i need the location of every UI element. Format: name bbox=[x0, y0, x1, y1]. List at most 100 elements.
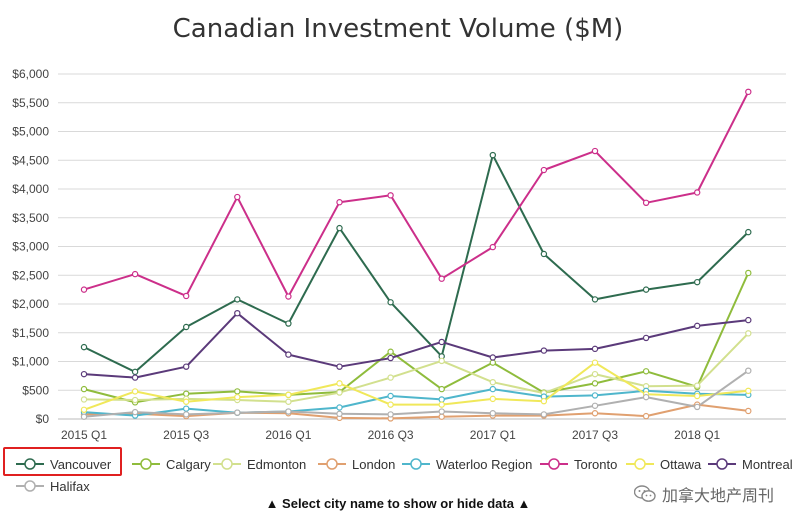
data-point-montreal bbox=[438, 338, 445, 346]
data-point-edmonton bbox=[80, 396, 88, 403]
data-point-halifax bbox=[234, 409, 241, 416]
data-point-halifax bbox=[438, 408, 445, 415]
series-line-vancouver bbox=[83, 154, 749, 373]
data-point-montreal bbox=[80, 370, 88, 378]
series-line-calgary bbox=[83, 272, 750, 404]
data-point-vancouver bbox=[336, 224, 343, 232]
wechat-icon bbox=[633, 485, 656, 503]
legend-hint: ▲ Select city name to show or hide data … bbox=[265, 496, 531, 511]
x-tick-label: 2017 Q1 bbox=[470, 428, 516, 442]
x-tick-label: 2018 Q1 bbox=[674, 428, 720, 442]
y-tick-label: $3,500 bbox=[12, 211, 49, 225]
data-point-toronto bbox=[489, 243, 496, 251]
data-point-montreal bbox=[336, 363, 343, 370]
data-point-edmonton bbox=[131, 396, 139, 404]
legend-marker-icon bbox=[132, 458, 160, 470]
data-point-vancouver bbox=[489, 151, 496, 159]
legend-item-ottawa[interactable]: Ottawa bbox=[626, 454, 701, 474]
data-point-vancouver bbox=[131, 368, 139, 376]
legend-item-montreal[interactable]: Montreal bbox=[708, 454, 793, 474]
legend-item-london[interactable]: London bbox=[318, 454, 395, 474]
legend-marker-icon bbox=[626, 458, 654, 470]
data-point-halifax bbox=[80, 413, 88, 420]
y-tick-label: $5,500 bbox=[12, 96, 49, 110]
watermark: 加拿大地产周刊 bbox=[633, 482, 774, 506]
data-point-ottawa bbox=[234, 393, 241, 401]
data-point-ottawa bbox=[489, 395, 496, 403]
data-point-ottawa bbox=[438, 401, 445, 408]
legend-item-halifax[interactable]: Halifax bbox=[16, 476, 90, 496]
data-point-toronto bbox=[642, 199, 650, 206]
legend-marker-icon bbox=[708, 458, 736, 470]
data-point-toronto bbox=[438, 275, 445, 282]
data-point-vancouver bbox=[694, 278, 701, 286]
y-tick-label: $2,000 bbox=[12, 297, 49, 311]
legend-label: Halifax bbox=[50, 478, 90, 494]
legend-label: Montreal bbox=[742, 456, 793, 472]
legend-label: Toronto bbox=[574, 456, 618, 472]
data-point-vancouver bbox=[234, 296, 241, 303]
data-point-toronto bbox=[285, 293, 292, 300]
data-point-vancouver bbox=[642, 286, 650, 293]
data-point-halifax bbox=[642, 393, 650, 401]
data-point-waterloo-region bbox=[387, 392, 394, 400]
data-point-montreal bbox=[489, 354, 496, 361]
data-point-montreal bbox=[131, 374, 139, 381]
data-point-london bbox=[438, 413, 445, 420]
data-point-waterloo-region bbox=[336, 404, 343, 411]
data-point-calgary bbox=[591, 380, 599, 387]
data-point-ottawa bbox=[540, 397, 548, 405]
data-point-vancouver bbox=[745, 228, 752, 236]
legend-label: London bbox=[352, 456, 396, 472]
series-line-ottawa bbox=[83, 361, 749, 411]
data-point-edmonton bbox=[387, 374, 394, 381]
legend-selection-highlight bbox=[3, 447, 122, 476]
data-point-vancouver bbox=[591, 296, 599, 303]
data-point-edmonton bbox=[489, 379, 496, 386]
data-point-ottawa bbox=[285, 391, 292, 399]
legend-item-calgary[interactable]: Calgary bbox=[132, 454, 211, 474]
data-point-calgary bbox=[387, 348, 394, 355]
x-tick-label: 2016 Q3 bbox=[368, 428, 414, 442]
data-point-ottawa bbox=[387, 401, 394, 408]
data-point-montreal bbox=[591, 345, 599, 353]
data-point-waterloo-region bbox=[182, 405, 190, 412]
legend-item-toronto[interactable]: Toronto bbox=[540, 454, 617, 474]
y-tick-label: $4,500 bbox=[12, 153, 49, 167]
data-point-halifax bbox=[540, 411, 548, 418]
y-tick-label: $1,500 bbox=[12, 326, 49, 340]
data-point-halifax bbox=[336, 410, 343, 418]
data-point-montreal bbox=[694, 322, 701, 330]
legend-label: Vancouver bbox=[50, 456, 112, 472]
data-point-edmonton bbox=[336, 389, 343, 396]
data-point-calgary bbox=[489, 359, 496, 366]
data-point-calgary bbox=[642, 368, 650, 375]
legend-marker-icon bbox=[16, 458, 44, 470]
data-point-montreal bbox=[234, 310, 241, 317]
y-tick-label: $4,000 bbox=[12, 182, 49, 196]
legend-item-waterloo-region[interactable]: Waterloo Region bbox=[402, 454, 532, 474]
data-point-montreal bbox=[182, 363, 190, 370]
data-point-vancouver bbox=[182, 323, 190, 331]
legend-item-vancouver[interactable]: Vancouver bbox=[16, 454, 111, 474]
x-tick-label: 2015 Q3 bbox=[163, 428, 209, 442]
data-point-calgary bbox=[80, 385, 88, 393]
data-point-ottawa bbox=[745, 387, 752, 395]
data-point-halifax bbox=[131, 408, 139, 416]
legend-item-edmonton[interactable]: Edmonton bbox=[213, 454, 306, 474]
series-line-edmonton bbox=[83, 332, 750, 403]
y-tick-label: $6,000 bbox=[12, 67, 49, 81]
legend-marker-icon bbox=[318, 458, 346, 470]
y-tick-label: $5,000 bbox=[12, 125, 49, 139]
data-point-toronto bbox=[745, 88, 752, 96]
data-point-london bbox=[591, 410, 599, 417]
data-point-halifax bbox=[591, 402, 599, 409]
data-point-vancouver bbox=[285, 320, 292, 327]
legend-marker-icon bbox=[213, 458, 241, 470]
data-point-edmonton bbox=[694, 382, 701, 389]
series-line-waterloo-region bbox=[83, 388, 749, 417]
data-point-ottawa bbox=[131, 388, 139, 395]
legend-label: Calgary bbox=[166, 456, 211, 472]
x-tick-label: 2015 Q1 bbox=[61, 428, 107, 442]
